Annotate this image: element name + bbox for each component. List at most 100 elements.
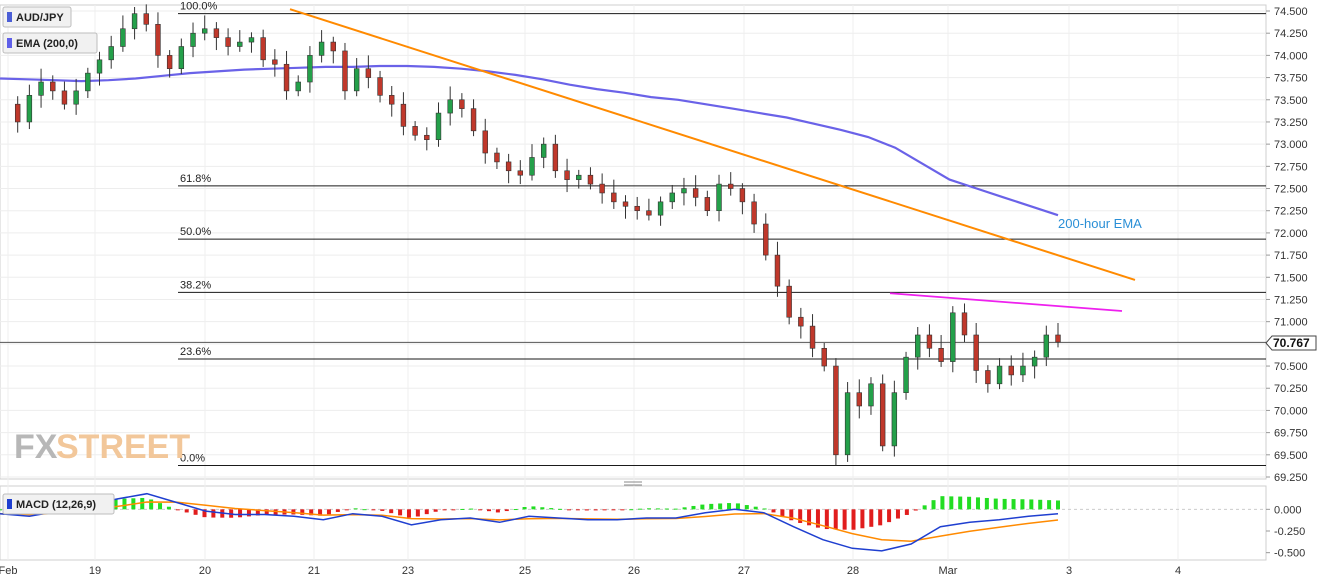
candle-body xyxy=(844,392,851,456)
macd-histogram-bar xyxy=(967,496,972,510)
symbol-badge xyxy=(2,6,72,28)
price-panel-frame xyxy=(0,4,1267,480)
candle-body xyxy=(389,95,395,105)
candle-body xyxy=(868,383,874,407)
y-tick-label: 74.250 xyxy=(1274,28,1308,40)
macd-histogram-bar xyxy=(700,504,705,510)
x-tick-label: Feb xyxy=(0,565,17,577)
macd-histogram-bar xyxy=(869,509,874,527)
candle-body xyxy=(879,383,886,447)
candle-body xyxy=(599,183,605,194)
candle-body xyxy=(482,130,488,154)
macd-histogram-bar xyxy=(362,509,367,511)
candle-body xyxy=(1055,334,1061,343)
y-tick-label: 70.500 xyxy=(1274,361,1308,373)
macd-histogram-bar xyxy=(655,508,660,510)
y-tick-label: 69.500 xyxy=(1274,450,1308,462)
y-tick-label: 74.500 xyxy=(1274,6,1308,18)
y-tick-label: 69.750 xyxy=(1274,428,1308,440)
candle-body xyxy=(353,68,360,92)
macd-histogram-bar xyxy=(771,509,776,513)
macd-histogram-bar xyxy=(575,509,580,511)
candle-body xyxy=(424,134,430,141)
candle-body xyxy=(225,37,231,47)
macd-histogram-bar xyxy=(851,509,856,530)
candle-body xyxy=(529,157,535,176)
x-tick-label: 19 xyxy=(89,565,101,577)
macd-histogram-bar xyxy=(593,509,598,511)
macd-histogram-bar xyxy=(1011,499,1016,510)
macd-tick-label: -0.500 xyxy=(1274,548,1305,560)
candle-body xyxy=(576,174,582,180)
candle-body xyxy=(1043,334,1050,358)
candle-body xyxy=(739,188,746,203)
macd-histogram-bar xyxy=(166,506,171,510)
macd-histogram-bar xyxy=(300,509,305,515)
macd-histogram-bar xyxy=(149,499,154,510)
macd-histogram-bar xyxy=(789,509,794,521)
candle-body xyxy=(961,312,968,336)
candle-body xyxy=(400,103,407,127)
macd-histogram-bar xyxy=(193,509,198,515)
macd-histogram-bar xyxy=(238,509,243,518)
candle-body xyxy=(260,37,266,61)
candle-body xyxy=(85,72,91,92)
candle-body xyxy=(202,28,208,34)
macd-histogram-bar xyxy=(353,508,358,510)
macd-histogram-bar xyxy=(602,509,607,511)
macd-histogram-bar xyxy=(158,503,163,510)
macd-label: MACD (12,26,9) xyxy=(16,499,96,511)
macd-histogram-bar xyxy=(1038,499,1043,510)
candle-body xyxy=(1020,365,1026,376)
macd-line xyxy=(0,492,1059,552)
candle-body xyxy=(237,41,243,47)
macd-badge xyxy=(2,493,115,515)
macd-histogram-bar xyxy=(815,509,820,528)
y-tick-label: 70.250 xyxy=(1274,383,1308,395)
macd-histogram-bar xyxy=(264,509,269,515)
x-tick-label: 28 xyxy=(847,565,859,577)
x-tick-label: 21 xyxy=(308,565,320,577)
candle-body xyxy=(587,174,594,185)
macd-histogram-bar xyxy=(122,498,127,510)
macd-histogram-bar xyxy=(664,508,669,510)
y-tick-label: 71.250 xyxy=(1274,294,1308,306)
macd-histogram-bar xyxy=(727,503,732,510)
macd-histogram-bar xyxy=(913,509,918,511)
macd-histogram-bar xyxy=(406,509,411,518)
macd-histogram-bar xyxy=(202,509,207,518)
y-tick-label: 73.250 xyxy=(1274,117,1308,129)
macd-histogram-bar xyxy=(860,509,865,529)
candle-body xyxy=(108,46,114,61)
panel-resize-handle[interactable] xyxy=(624,481,642,486)
svg-text:FX: FX xyxy=(14,428,58,466)
candle-body xyxy=(459,99,465,109)
candle-body xyxy=(611,192,617,203)
ema-annotation: 200-hour EMA xyxy=(1058,216,1142,231)
candle-body xyxy=(50,81,56,92)
macd-histogram-bar xyxy=(1020,499,1025,510)
candle-body xyxy=(728,183,734,189)
y-tick-label: 73.500 xyxy=(1274,95,1308,107)
macd-histogram-bar xyxy=(380,509,385,511)
macd-histogram-bar xyxy=(398,509,403,516)
y-tick-label: 72.000 xyxy=(1274,228,1308,240)
macd-histogram-bar xyxy=(558,508,563,510)
candle-body xyxy=(143,13,149,25)
candle-body xyxy=(716,183,722,212)
candle-body xyxy=(833,365,839,456)
macd-histogram-bar xyxy=(1047,500,1052,510)
macd-histogram-bar xyxy=(389,509,394,514)
macd-histogram-bar xyxy=(584,509,589,511)
macd-histogram-bar xyxy=(718,503,723,510)
y-tick-label: 72.750 xyxy=(1274,161,1308,173)
candle-body xyxy=(540,143,547,158)
macd-tick-label: 0.000 xyxy=(1274,504,1302,516)
macd-histogram-bar xyxy=(922,505,927,510)
macd-histogram-bar xyxy=(140,497,145,510)
candle-body xyxy=(283,63,290,92)
macd-histogram-bar xyxy=(504,509,509,512)
candle-body xyxy=(447,99,453,114)
macd-histogram-bar xyxy=(984,497,989,510)
